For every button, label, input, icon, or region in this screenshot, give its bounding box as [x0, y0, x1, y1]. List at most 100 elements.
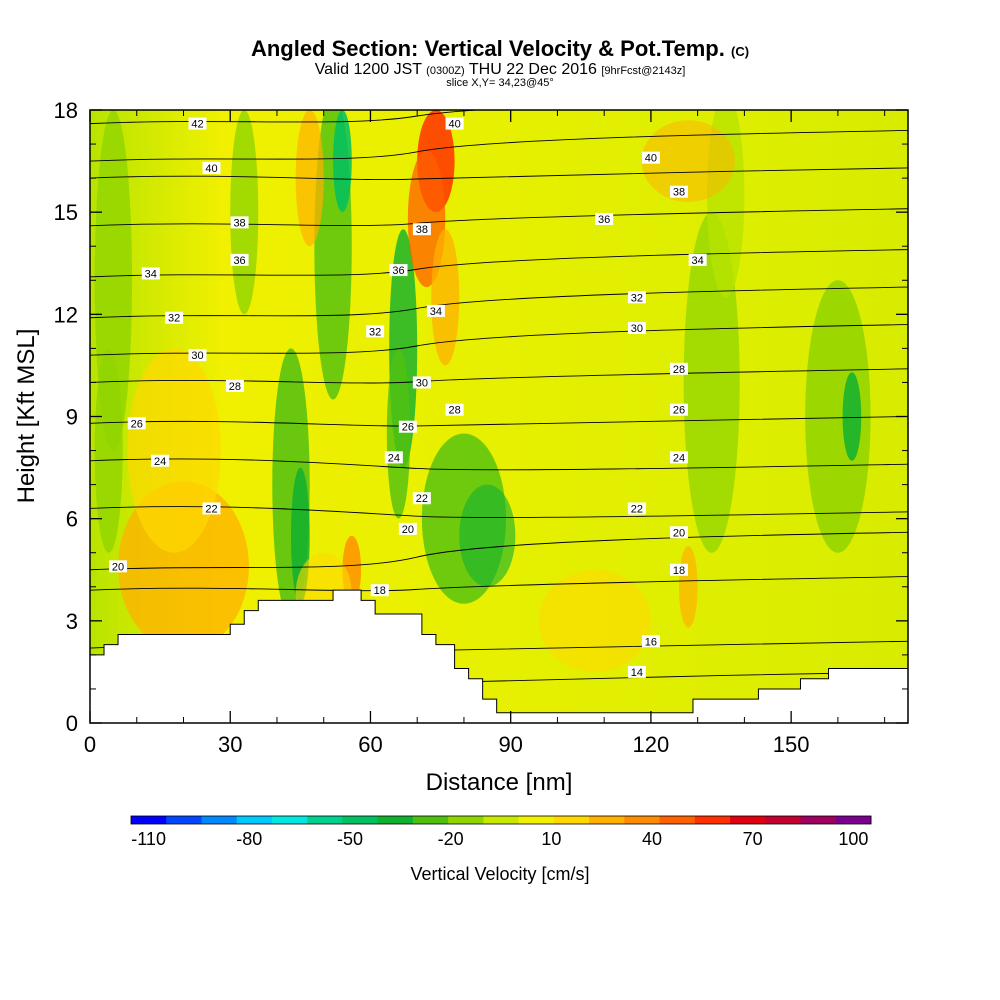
- contour-label-text: 18: [374, 585, 386, 597]
- colorbar-swatch: [377, 816, 414, 824]
- contour-label: 34: [688, 253, 707, 267]
- contour-label-bg: [366, 325, 385, 338]
- contour-label-bg: [641, 635, 660, 648]
- colorbar-swatch: [765, 816, 802, 824]
- contour-label-text: 32: [369, 326, 381, 338]
- contour-label: 22: [412, 492, 431, 505]
- contour-label-text: 20: [673, 527, 685, 539]
- contour-label-bg: [165, 311, 184, 324]
- colorbar-swatch: [553, 816, 590, 824]
- contour-label-bg: [412, 492, 431, 505]
- contour-label: 30: [188, 349, 207, 362]
- contour-label-text: 36: [233, 255, 245, 267]
- contour-label-text: 40: [205, 163, 217, 175]
- colorbar-tick-label: -50: [337, 829, 363, 849]
- colorbar-swatch: [448, 816, 484, 824]
- theta-contour-22: [90, 506, 908, 518]
- contour-label-bg: [412, 223, 431, 236]
- velocity-blobs: [94, 110, 871, 672]
- contour-label-bg: [230, 253, 249, 266]
- colorbar-tick-label: -20: [438, 829, 464, 849]
- contour-label-text: 16: [645, 636, 657, 648]
- terrain-mask: [90, 589, 908, 723]
- theta-contour-36: [90, 208, 908, 227]
- contour-label-bg: [202, 502, 221, 515]
- contour-label-bg: [230, 216, 249, 229]
- contour-label-bg: [669, 362, 688, 375]
- y-axis-label: Height [Kft MSL]: [13, 329, 40, 504]
- contour-label-text: 38: [416, 224, 428, 236]
- colorbar: -110 -80 -50 -20 10 40 70 100: [130, 815, 872, 849]
- x-axis-label: Distance [nm]: [426, 769, 573, 796]
- contour-label-text: 40: [645, 153, 657, 165]
- colorbar-swatch: [236, 816, 273, 824]
- contour-label-text: 38: [673, 187, 685, 199]
- contour-label: 34: [426, 304, 445, 318]
- contour-label-bg: [398, 522, 417, 535]
- contour-label-text: 30: [191, 350, 203, 362]
- colorbar-swatch: [659, 816, 696, 824]
- theta-contour-26: [90, 416, 908, 427]
- contour-label-text: 40: [448, 119, 460, 131]
- colorbar-swatch: [307, 816, 343, 824]
- contour-label-bg: [641, 151, 660, 164]
- contour-label: 32: [165, 311, 184, 325]
- theta-contour-18: [90, 576, 908, 592]
- contour-label: 22: [627, 502, 646, 515]
- contour-label-bg: [627, 502, 646, 515]
- velocity-feature: [641, 120, 736, 202]
- colorbar-swatch: [412, 816, 449, 824]
- colorbar-swatch: [483, 816, 520, 824]
- contour-label-text: 34: [692, 255, 704, 267]
- contour-label-bg: [412, 376, 431, 389]
- contour-label: 20: [398, 522, 417, 536]
- contour-label-bg: [669, 563, 688, 576]
- contour-label-bg: [151, 454, 170, 467]
- contour-label: 18: [370, 584, 389, 597]
- contour-label-text: 24: [388, 452, 400, 464]
- x-tick-label: 90: [498, 732, 522, 757]
- contour-label-text: 26: [402, 422, 414, 434]
- contour-label-bg: [627, 321, 646, 334]
- y-tick-label: 15: [54, 200, 78, 225]
- colorbar-swatch: [342, 816, 379, 824]
- colorbar-tick-label: -80: [236, 829, 262, 849]
- field-layer: 42 40 38 36 34 32 30 28 26 24 22 20 40 38 36 34 32 30 28 26…: [90, 110, 908, 723]
- theta-contour-40: [90, 129, 908, 162]
- velocity-feature: [333, 110, 352, 213]
- contour-label: 24: [384, 451, 403, 464]
- contour-label-bg: [627, 291, 646, 304]
- colorbar-swatch: [730, 816, 766, 824]
- subtitle-date: THU 22 Dec 2016: [468, 61, 597, 78]
- contour-label-text: 22: [205, 503, 217, 515]
- y-tick-label: 9: [66, 405, 78, 430]
- contour-label-bg: [445, 117, 464, 130]
- contour-label: 30: [627, 321, 646, 335]
- colorbar-swatch: [835, 816, 872, 824]
- contour-label-bg: [398, 420, 417, 433]
- contour-label-bg: [389, 264, 408, 277]
- contour-label: 24: [669, 451, 688, 464]
- velocity-feature: [431, 229, 460, 366]
- contour-label: 20: [109, 560, 128, 573]
- contour-label-bg: [669, 526, 688, 539]
- velocity-feature: [459, 484, 516, 587]
- contour-label: 26: [398, 420, 417, 434]
- contour-label: 38: [230, 216, 249, 229]
- contour-label: 30: [412, 376, 431, 389]
- chart-title-tag: (C): [731, 44, 750, 59]
- contour-label-text: 36: [598, 214, 610, 226]
- contour-label: 36: [230, 253, 249, 267]
- subtitle-valid: Valid 1200 JST: [314, 61, 422, 78]
- colorbar-swatch: [271, 816, 308, 824]
- contour-label-bg: [445, 403, 464, 416]
- contour-label: 20: [669, 526, 688, 539]
- contour-label-text: 22: [631, 503, 643, 515]
- contour-label-bg: [627, 665, 646, 678]
- chart-title-text: Angled Section: Vertical Velocity & Pot.…: [250, 36, 725, 61]
- velocity-feature: [386, 348, 411, 519]
- velocity-feature: [230, 110, 259, 315]
- contour-label: 28: [225, 379, 244, 393]
- contour-label-text: 32: [168, 313, 180, 325]
